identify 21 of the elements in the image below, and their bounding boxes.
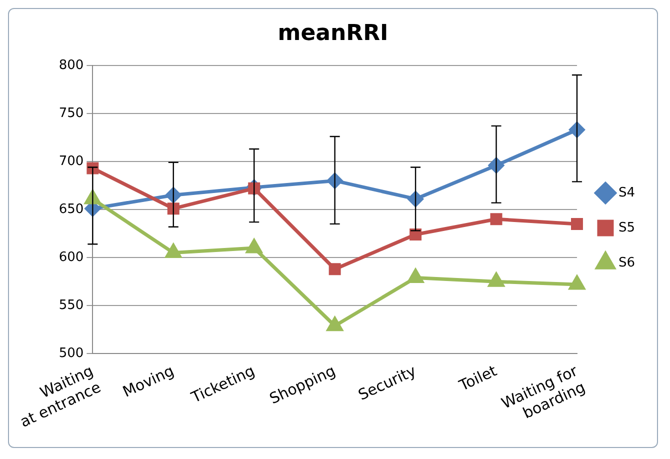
y-tick-label: 800 bbox=[58, 58, 84, 73]
y-tick-label: 650 bbox=[58, 202, 84, 217]
chart-title: meanRRI bbox=[278, 20, 388, 46]
point bbox=[327, 317, 343, 332]
y-tick-label: 700 bbox=[58, 154, 84, 169]
point bbox=[246, 239, 262, 254]
point bbox=[166, 244, 182, 258]
point bbox=[488, 272, 504, 287]
point bbox=[570, 218, 583, 230]
legend-label: S6 bbox=[618, 255, 636, 270]
y-tick-label: 500 bbox=[58, 346, 84, 362]
y-tick-label: 550 bbox=[58, 298, 84, 314]
x-tick-label: Toilet bbox=[456, 362, 500, 396]
point bbox=[490, 213, 502, 226]
point bbox=[328, 263, 341, 276]
point bbox=[569, 276, 585, 290]
legend-label: S5 bbox=[618, 220, 636, 236]
y-tick-label: 750 bbox=[58, 106, 84, 121]
y-tick-label: 600 bbox=[58, 250, 84, 265]
point bbox=[408, 269, 424, 284]
legend-label: S4 bbox=[618, 185, 636, 200]
